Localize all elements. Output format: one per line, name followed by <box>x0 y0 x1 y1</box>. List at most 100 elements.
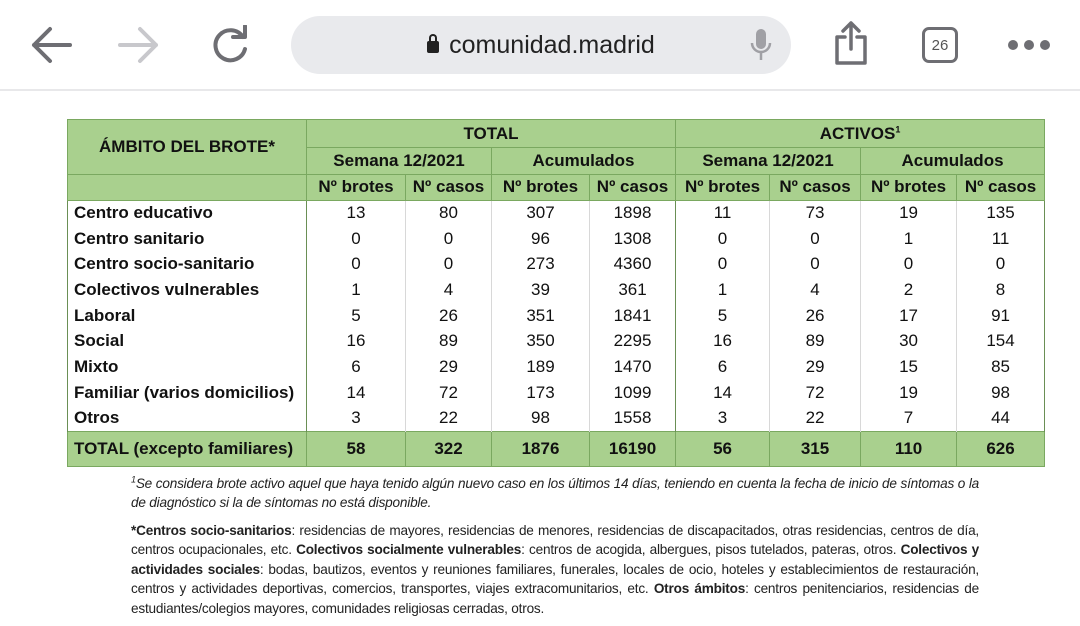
reload-icon[interactable] <box>208 22 254 68</box>
cell-value: 1470 <box>588 354 676 380</box>
cell-value: 3 <box>675 405 770 432</box>
tabs-button[interactable]: 26 <box>917 22 963 68</box>
cell-value: 58 <box>306 430 406 467</box>
forward-arrow-icon[interactable] <box>116 22 162 68</box>
share-icon[interactable] <box>828 20 874 66</box>
cell-value: 350 <box>491 328 590 355</box>
row-label: Colectivos vulnerables <box>67 277 307 303</box>
subgroup-header: Acumulados <box>860 147 1046 175</box>
cell-value: 1876 <box>491 430 590 467</box>
cell-value: 13 <box>306 200 406 226</box>
cell-value: 1 <box>675 277 770 303</box>
footnote-active: 1Se considera brote activo aquel que hay… <box>131 474 979 511</box>
cell-value: 17 <box>860 302 957 329</box>
row-label: Social <box>67 328 307 355</box>
column-header: Nº casos <box>405 174 492 201</box>
cell-value: 4360 <box>588 251 676 278</box>
group-header-total: TOTAL <box>305 119 677 148</box>
cell-value: 322 <box>405 430 492 467</box>
column-header: Nº brotes <box>491 174 590 201</box>
row-label: Otros <box>67 405 307 432</box>
cell-value: 2 <box>860 277 957 303</box>
cell-value: 72 <box>405 380 492 406</box>
subgroup-header: Acumulados <box>490 147 677 175</box>
cell-value: 89 <box>405 328 492 355</box>
cell-value: 1099 <box>588 380 676 406</box>
table-row: Centro sanitario 0 0 96 1308 0 0 1 11 <box>67 225 1046 252</box>
cell-value: 0 <box>306 225 406 252</box>
cell-value: 4 <box>769 277 861 303</box>
cell-value: 0 <box>956 251 1046 278</box>
cell-value: 307 <box>491 200 590 226</box>
corner-header: ÁMBITO DEL BROTE* <box>67 119 307 175</box>
cell-value: 5 <box>675 302 770 329</box>
cell-value: 351 <box>491 302 590 329</box>
url-text: comunidad.madrid <box>449 30 655 59</box>
table-row: Colectivos vulnerables 1 4 39 361 1 4 2 8 <box>67 277 1046 303</box>
row-label: Mixto <box>67 354 307 380</box>
table-row: Mixto 6 29 189 1470 6 29 15 85 <box>67 354 1046 380</box>
table-row: Centro educativo 13 80 307 1898 11 73 19 135 <box>67 200 1046 226</box>
back-arrow-icon[interactable] <box>28 22 74 68</box>
cell-value: 16 <box>306 328 406 355</box>
address-bar[interactable]: comunidad.madrid <box>291 16 791 74</box>
cell-value: 1898 <box>588 200 676 226</box>
cell-value: 7 <box>860 405 957 432</box>
cell-value: 110 <box>860 430 958 467</box>
column-header: Nº brotes <box>306 174 406 201</box>
cell-value: 11 <box>956 225 1046 252</box>
cell-value: 56 <box>675 430 771 467</box>
cell-value: 11 <box>675 200 770 226</box>
cell-value: 173 <box>491 380 590 406</box>
cell-value: 22 <box>769 405 861 432</box>
cell-value: 96 <box>491 225 590 252</box>
table-row: Social 16 89 350 2295 16 89 30 154 <box>67 328 1046 355</box>
row-label: Centro socio-sanitario <box>67 251 307 278</box>
cell-value: 39 <box>491 277 590 303</box>
cell-value: 29 <box>769 354 861 380</box>
cell-value: 6 <box>675 354 770 380</box>
more-icon[interactable] <box>1005 22 1053 68</box>
cell-value: 19 <box>860 380 957 406</box>
cell-value: 315 <box>769 430 862 467</box>
cell-value: 16190 <box>588 430 677 467</box>
column-header: Nº casos <box>956 174 1046 201</box>
cell-value: 8 <box>956 277 1046 303</box>
cell-value: 0 <box>405 225 492 252</box>
cell-value: 361 <box>588 277 676 303</box>
outbreaks-table: ÁMBITO DEL BROTE* TOTAL ACTIVOS1 Semana … <box>67 119 1046 467</box>
cell-value: 3 <box>306 405 406 432</box>
footnotes: 1Se considera brote activo aquel que hay… <box>131 470 979 626</box>
row-label: TOTAL (excepto familiares) <box>67 430 307 467</box>
table-row: Familiar (varios domicilios) 14 72 173 1099 1… <box>67 380 1046 406</box>
subgroup-header: Semana 12/2021 <box>675 147 862 175</box>
cell-value: 0 <box>675 225 770 252</box>
cell-value: 135 <box>956 200 1046 226</box>
cell-value: 14 <box>675 380 770 406</box>
footnote-definitions: *Centros socio-sanitarios: residencias d… <box>131 522 980 616</box>
cell-value: 16 <box>675 328 770 355</box>
cell-value: 0 <box>860 251 957 278</box>
cell-value: 0 <box>675 251 770 278</box>
cell-value: 80 <box>405 200 492 226</box>
cell-value: 4 <box>405 277 492 303</box>
cell-value: 14 <box>306 380 406 406</box>
lock-icon <box>427 34 440 53</box>
table-row: Otros 3 22 98 1558 3 22 7 44 <box>67 405 1046 432</box>
cell-value: 98 <box>491 405 590 432</box>
cell-value: 26 <box>769 302 861 329</box>
cell-value: 5 <box>306 302 406 329</box>
cell-value: 154 <box>956 328 1046 355</box>
cell-value: 29 <box>405 354 492 380</box>
cell-value: 26 <box>405 302 492 329</box>
total-row: TOTAL (excepto familiares) 58 322 1876 16190… <box>67 430 1046 467</box>
cell-value: 15 <box>860 354 957 380</box>
cell-value: 98 <box>956 380 1046 406</box>
cell-value: 30 <box>860 328 957 355</box>
cell-value: 0 <box>769 225 861 252</box>
cell-value: 1 <box>306 277 406 303</box>
table-row: Centro socio-sanitario 0 0 273 4360 0 0 0 0 <box>67 251 1046 278</box>
corner-blank <box>67 174 307 201</box>
column-header: Nº casos <box>769 174 862 201</box>
microphone-icon[interactable] <box>749 28 773 69</box>
